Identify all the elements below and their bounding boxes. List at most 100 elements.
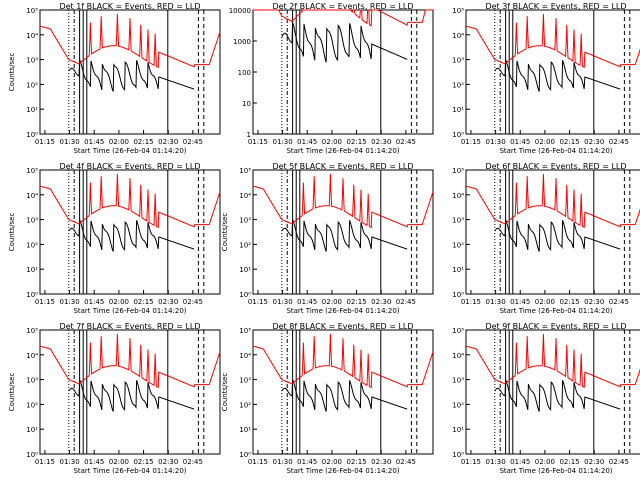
x-tick-label: 01:45 <box>84 298 104 306</box>
events-series <box>494 219 621 252</box>
x-tick-label: 01:45 <box>297 458 317 466</box>
y-tick-label: 10⁵ <box>26 167 38 175</box>
y-tick-label: 10¹ <box>452 106 464 114</box>
x-tick-label: 01:30 <box>272 298 292 306</box>
panel-title: Det 4f BLACK = Events, RED = LLD <box>59 162 200 171</box>
y-axis-label: Counts/sec <box>221 213 229 252</box>
x-tick-label: 02:45 <box>609 298 629 306</box>
x-tick-label: 02:45 <box>396 458 416 466</box>
x-tick-label: 02:00 <box>109 138 129 146</box>
x-axis-label: Start Time (26-Feb-04 01:14:20) <box>286 147 399 155</box>
x-tick-label: 01:30 <box>272 138 292 146</box>
x-tick-label: 02:30 <box>584 458 604 466</box>
x-tick-label: 02:15 <box>133 138 153 146</box>
detector-panel: Det 8f BLACK = Events, RED = LLD 10⁰ 10¹ 10… <box>221 322 434 475</box>
y-tick-label: 10³ <box>239 377 251 385</box>
y-tick-label: 10² <box>452 81 464 89</box>
x-tick-label: 02:00 <box>322 298 342 306</box>
x-tick-label: 01:45 <box>510 138 530 146</box>
x-tick-label: 01:15 <box>461 138 481 146</box>
events-series <box>68 219 195 252</box>
x-tick-label: 01:15 <box>248 138 268 146</box>
y-tick-label: 10⁰ <box>452 451 464 459</box>
x-tick-label: 02:15 <box>133 458 153 466</box>
detector-panel: Det 2f BLACK = Events, RED = LLD 1 10 100 10… <box>229 2 434 155</box>
y-tick-label: 10⁴ <box>452 192 464 200</box>
plot-frame <box>39 329 221 455</box>
x-tick-label: 02:30 <box>158 298 178 306</box>
detector-panel: Det 1f BLACK = Events, RED = LLD 10⁰ 10¹ 10… <box>8 2 221 155</box>
lld-series <box>253 9 433 27</box>
detector-panel: Det 6f BLACK = Events, RED = LLD 10⁰ 10¹ 10… <box>452 162 640 315</box>
y-tick-label: 10 <box>242 100 251 108</box>
y-tick-label: 10³ <box>452 57 464 65</box>
y-tick-label: 10³ <box>239 217 251 225</box>
y-axis-label: Counts/sec <box>8 53 16 92</box>
x-tick-label: 01:15 <box>35 298 55 306</box>
lld-series <box>39 333 221 389</box>
lld-series <box>39 13 221 69</box>
events-series <box>494 59 621 92</box>
y-tick-label: 10¹ <box>26 426 38 434</box>
y-tick-label: 10⁴ <box>452 32 464 40</box>
x-tick-label: 02:15 <box>133 298 153 306</box>
x-tick-label: 02:30 <box>371 138 391 146</box>
x-tick-label: 01:30 <box>485 138 505 146</box>
y-tick-label: 10¹ <box>239 426 251 434</box>
y-tick-label: 10⁰ <box>26 131 38 139</box>
x-tick-label: 02:45 <box>609 458 629 466</box>
plot-frame <box>252 329 434 455</box>
x-tick-label: 02:30 <box>158 138 178 146</box>
x-tick-label: 02:30 <box>158 458 178 466</box>
x-tick-label: 02:45 <box>183 138 203 146</box>
plot-frame <box>465 169 640 295</box>
x-tick-label: 02:15 <box>559 298 579 306</box>
y-tick-label: 10⁵ <box>26 7 38 15</box>
y-tick-label: 10³ <box>452 217 464 225</box>
y-tick-label: 10⁰ <box>452 131 464 139</box>
x-tick-label: 01:30 <box>485 298 505 306</box>
y-tick-label: 10² <box>452 401 464 409</box>
plot-frame <box>39 9 221 135</box>
y-tick-label: 10⁴ <box>26 192 38 200</box>
x-tick-label: 02:15 <box>346 138 366 146</box>
y-tick-label: 10⁰ <box>239 451 251 459</box>
x-tick-label: 02:30 <box>371 458 391 466</box>
y-tick-label: 10⁰ <box>26 451 38 459</box>
y-tick-label: 10⁵ <box>452 327 464 335</box>
y-tick-label: 10⁴ <box>239 352 251 360</box>
y-tick-label: 10⁵ <box>452 167 464 175</box>
y-tick-label: 10² <box>26 81 38 89</box>
x-tick-label: 01:15 <box>461 458 481 466</box>
detector-panel: Det 5f BLACK = Events, RED = LLD 10⁰ 10¹ 10… <box>221 162 434 315</box>
x-tick-label: 02:15 <box>346 458 366 466</box>
x-axis-label: Start Time (26-Feb-04 01:14:20) <box>286 467 399 475</box>
y-tick-label: 10² <box>26 401 38 409</box>
x-tick-label: 02:30 <box>584 298 604 306</box>
x-axis-label: Start Time (26-Feb-04 01:14:20) <box>73 467 186 475</box>
y-tick-label: 10¹ <box>26 106 38 114</box>
y-tick-label: 10⁰ <box>26 291 38 299</box>
x-tick-label: 01:30 <box>59 298 79 306</box>
events-series <box>281 219 408 252</box>
lld-series <box>252 333 434 389</box>
lld-series <box>465 333 640 389</box>
y-tick-label: 10³ <box>452 377 464 385</box>
x-tick-label: 02:45 <box>396 298 416 306</box>
lld-series <box>465 13 640 69</box>
panel-title: Det 5f BLACK = Events, RED = LLD <box>272 162 413 171</box>
x-tick-label: 01:30 <box>59 458 79 466</box>
x-axis-label: Start Time (26-Feb-04 01:14:20) <box>73 147 186 155</box>
y-tick-label: 10² <box>239 241 251 249</box>
x-tick-label: 02:00 <box>109 298 129 306</box>
plot-frame <box>465 329 640 455</box>
y-tick-label: 10⁴ <box>26 32 38 40</box>
panel-title: Det 8f BLACK = Events, RED = LLD <box>272 322 413 331</box>
lld-series <box>465 173 640 229</box>
x-tick-label: 02:00 <box>535 458 555 466</box>
y-tick-label: 10⁴ <box>26 352 38 360</box>
x-axis-label: Start Time (26-Feb-04 01:14:20) <box>499 147 612 155</box>
y-tick-label: 10⁰ <box>239 291 251 299</box>
panel-title: Det 9f BLACK = Events, RED = LLD <box>485 322 626 331</box>
events-series <box>68 379 195 412</box>
